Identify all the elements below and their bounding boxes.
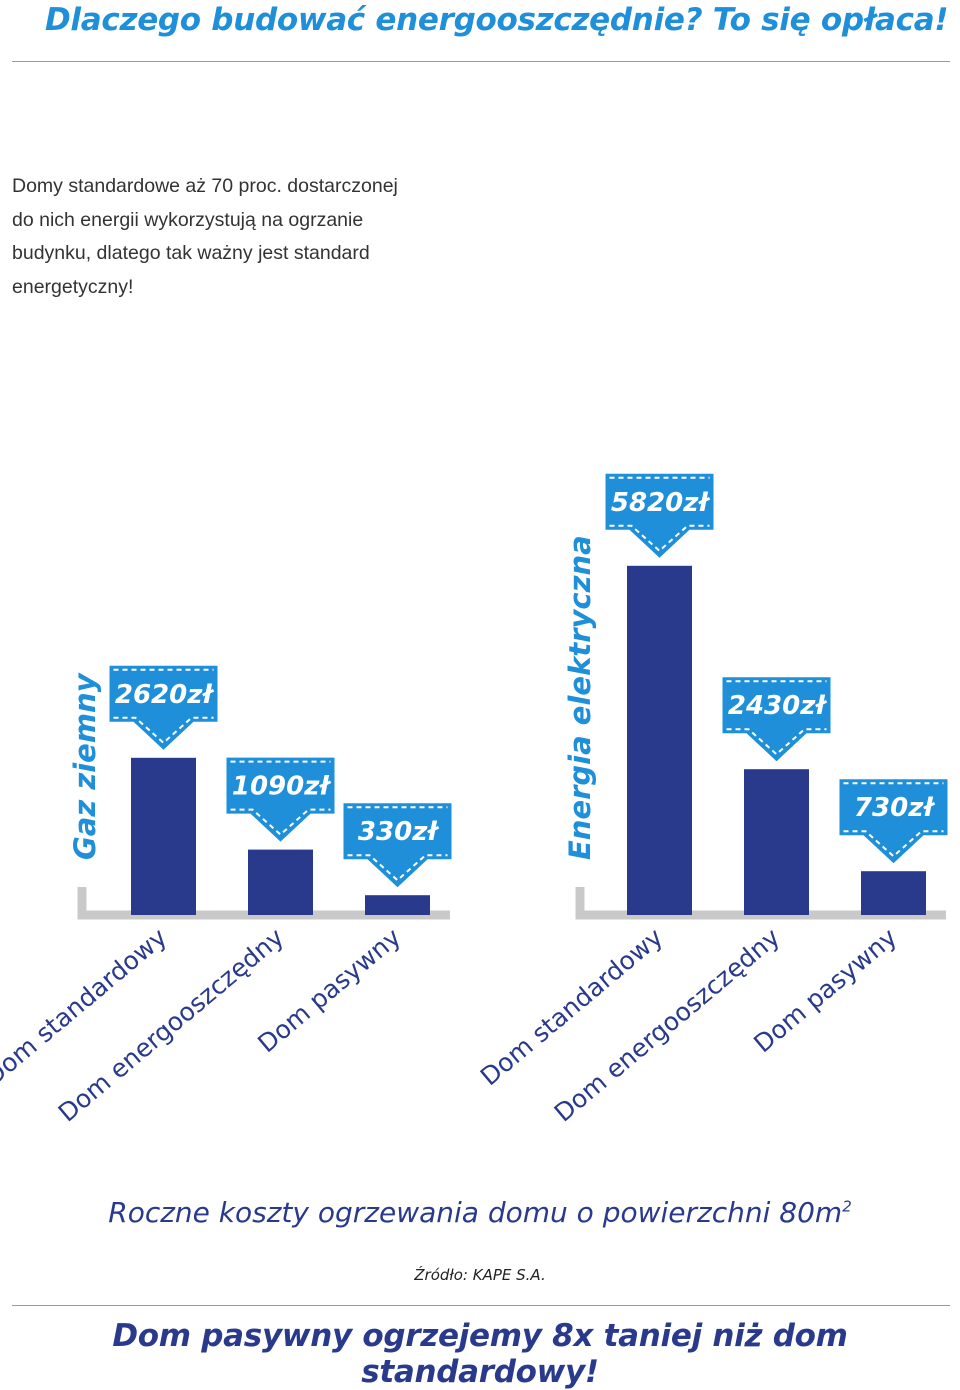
bar <box>248 849 313 915</box>
bottom-divider <box>12 1305 950 1306</box>
bar <box>131 757 196 915</box>
category-label: Dom energooszczędny <box>53 922 290 1127</box>
chart-subtitle: Roczne koszty ogrzewania domu o powierzc… <box>0 1196 960 1229</box>
value-badge-shape <box>226 757 335 842</box>
value-label: 2620zł <box>115 680 214 710</box>
value-badge: 330zł <box>343 803 452 888</box>
heating-cost-chart: Gaz ziemny 2620zł Dom standardowy 1090zł Dom… <box>0 473 948 1128</box>
value-badge-stitch <box>726 680 827 756</box>
intro-line: do nich energii wykorzystują na ogrzanie <box>12 208 364 231</box>
value-badge: 5820zł <box>605 473 714 558</box>
value-label: 1090zł <box>232 772 331 802</box>
value-label: 2430zł <box>728 691 827 721</box>
bar <box>861 871 926 915</box>
value-badge-stitch <box>113 668 214 745</box>
value-badge-shape <box>605 473 714 558</box>
value-badge-shape <box>722 677 831 762</box>
axis-bracket <box>77 887 450 920</box>
value-badge-stitch <box>347 806 448 882</box>
footer-headline: Dom pasywny ogrzejemy 8x taniej niż dom … <box>112 1318 848 1390</box>
value-badge-shape <box>109 665 218 750</box>
intro-line: Domy standardowe aż 70 proc. dostarczone… <box>12 175 398 197</box>
category-label: Dom standardowy <box>0 922 173 1091</box>
value-label: 330zł <box>358 817 439 847</box>
axis-bracket <box>575 887 946 920</box>
intro-text: Domy standardowe aż 70 proc. dostarczone… <box>12 170 472 304</box>
category-label: Dom energooszczędny <box>549 922 786 1127</box>
value-label: 730zł <box>854 793 935 823</box>
value-badge-stitch <box>609 476 710 553</box>
group-label: Gaz ziemny <box>68 672 102 860</box>
value-badge: 2430zł <box>722 677 831 762</box>
bar <box>744 769 809 915</box>
group-label: Energia elektryczna <box>563 535 597 860</box>
value-badge-stitch <box>230 760 331 836</box>
value-badge-stitch <box>843 782 944 858</box>
top-divider <box>12 61 950 62</box>
bar <box>365 895 430 915</box>
source-note: Źródło: KAPE S.A. <box>414 1266 546 1284</box>
value-badge: 730zł <box>839 779 948 864</box>
chart-subtitle-superscript: 2 <box>842 1197 852 1216</box>
chart-subtitle-text: Roczne koszty ogrzewania domu o powierzc… <box>108 1196 843 1229</box>
page-title: Dlaczego budować energooszczędnie? To si… <box>45 2 949 38</box>
value-badge-shape <box>839 779 948 864</box>
value-badge-shape <box>343 803 452 888</box>
value-badge: 2620zł <box>109 665 218 750</box>
bar <box>627 565 692 915</box>
intro-line: budynku, dlatego tak ważny jest standard <box>12 242 370 264</box>
value-badge: 1090zł <box>226 757 335 842</box>
intro-line: energetyczny! <box>12 275 134 298</box>
value-label: 5820zł <box>611 488 710 518</box>
